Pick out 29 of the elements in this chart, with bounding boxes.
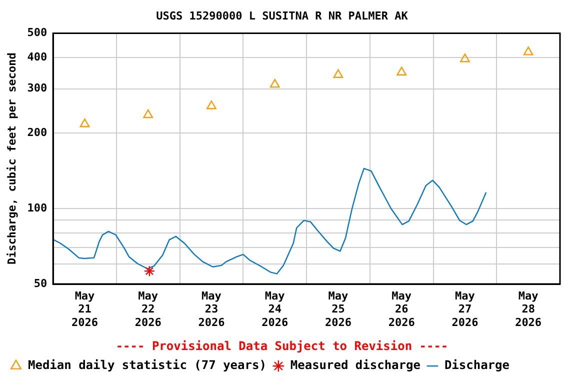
y-tick-label: 400 — [27, 50, 48, 64]
point — [80, 118, 90, 128]
y-tick-label: 50 — [34, 276, 48, 290]
point — [270, 78, 280, 88]
text: ---- Provisional Data Subject to Revision ---- — [116, 338, 448, 353]
point — [460, 54, 470, 62]
point — [523, 46, 534, 56]
legend-label: Measured discharge — [290, 358, 420, 372]
legend-label: Median daily statistic (77 years) — [28, 358, 266, 372]
point — [206, 100, 216, 110]
point — [396, 66, 407, 76]
x-tick-label: May 28 2026 — [515, 289, 542, 329]
x-tick-label: May 25 2026 — [324, 289, 352, 329]
x-tick-label: May 24 2026 — [262, 289, 288, 329]
legend-label: Discharge — [444, 358, 510, 372]
x-tick-label: May 26 2026 — [388, 289, 416, 329]
point — [333, 69, 344, 78]
y-tick-label: 200 — [27, 126, 48, 139]
y-tick-label: 300 — [27, 82, 48, 95]
y-tick-label: 100 — [27, 201, 48, 214]
x-tick-label: May 22 2026 — [134, 289, 162, 329]
point — [144, 265, 156, 277]
x-tick-label: May 27 2026 — [452, 289, 479, 329]
x-tick-label: May 21 2026 — [72, 289, 98, 329]
point — [143, 109, 154, 118]
y-axis-title: Discharge, cubic feet per second — [5, 52, 18, 265]
y-tick-label: 500 — [27, 26, 48, 40]
x-tick-label: May 23 2026 — [198, 289, 226, 329]
chart-title: USGS 15290000 L SUSITNA R NR PALMER AK — [156, 9, 408, 22]
